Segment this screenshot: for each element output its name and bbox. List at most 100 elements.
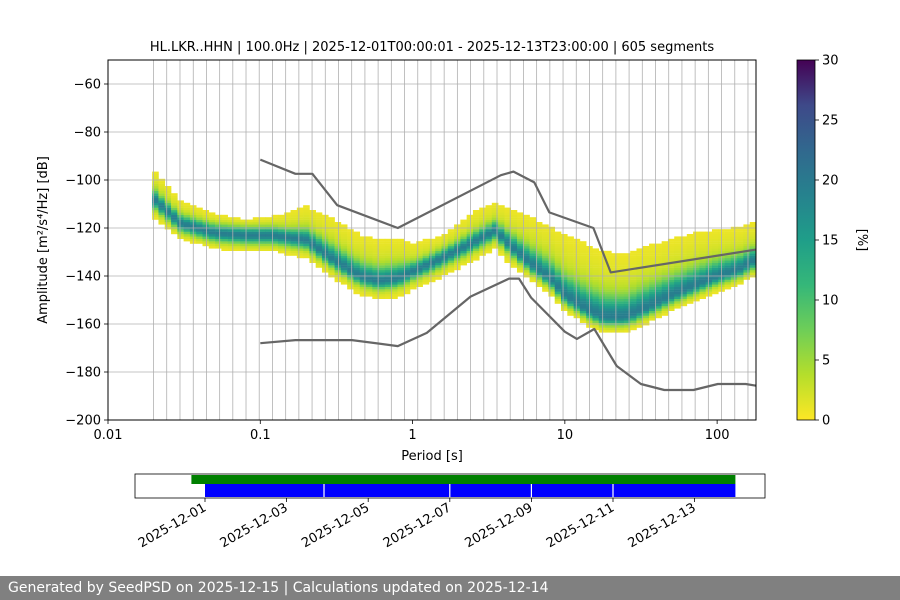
heatmap-cell [693, 241, 700, 244]
heatmap-cell [661, 289, 669, 292]
heatmap-cell [472, 231, 480, 235]
heatmap-cell [636, 255, 644, 259]
heatmap-cell [284, 250, 291, 254]
heatmap-cell [516, 248, 524, 251]
heatmap-cell [152, 210, 159, 213]
heatmap-cell [661, 301, 669, 304]
heatmap-cell [504, 212, 511, 215]
heatmap-cell [479, 241, 486, 244]
heatmap-cell [617, 255, 625, 259]
heatmap-cell [661, 284, 669, 287]
heatmap-cell [743, 241, 751, 244]
heatmap-cell [573, 286, 581, 290]
heatmap-cell [334, 231, 342, 235]
heatmap-cell [705, 248, 713, 251]
heatmap-cell [548, 286, 556, 290]
heatmap-cell [743, 272, 751, 275]
heatmap-cell [309, 212, 317, 215]
heatmap-cell [460, 262, 467, 266]
heatmap-cell [208, 212, 216, 215]
heatmap-cell [391, 243, 398, 247]
heatmap-cell [391, 289, 398, 292]
heatmap-cell [504, 224, 511, 227]
heatmap-cell [605, 303, 612, 307]
heatmap-cell [208, 214, 216, 218]
heatmap-cell [372, 246, 379, 249]
heatmap-cell [158, 198, 166, 201]
heatmap-cell [183, 238, 191, 242]
heatmap-cell [296, 222, 304, 225]
heatmap-cell [485, 250, 493, 254]
heatmap-cell [177, 200, 184, 203]
heatmap-cell [630, 250, 637, 254]
heatmap-cell [334, 277, 342, 280]
heatmap-cell [655, 296, 662, 299]
heatmap-cell [227, 246, 235, 249]
heatmap-cell [516, 219, 524, 223]
heatmap-cell [699, 289, 706, 292]
heatmap-cell [296, 243, 304, 247]
heatmap-cell [724, 234, 732, 237]
heatmap-cell [623, 301, 631, 304]
heatmap-cell [573, 298, 581, 302]
data-availability-bar [205, 484, 736, 497]
heatmap-cell [353, 260, 361, 263]
heatmap-cell [259, 224, 266, 227]
heatmap-cell [171, 219, 178, 223]
heatmap-cell [680, 246, 688, 249]
heatmap-cell [391, 258, 398, 261]
heatmap-cell [680, 272, 688, 275]
heatmap-cell [705, 270, 713, 273]
heatmap-cell [504, 238, 511, 242]
heatmap-cell [435, 258, 442, 261]
heatmap-cell [353, 243, 361, 247]
heatmap-cell [347, 277, 354, 280]
heatmap-cell [215, 222, 222, 225]
heatmap-cell [340, 282, 348, 285]
heatmap-cell [554, 260, 562, 263]
heatmap-cell [510, 241, 518, 244]
heatmap-cell [548, 236, 556, 239]
heatmap-cell [611, 262, 618, 266]
heatmap-cell [303, 205, 310, 208]
heatmap-cell [667, 246, 675, 249]
heatmap-cell [623, 262, 631, 266]
heatmap-cell [649, 272, 656, 275]
heatmap-cell [516, 260, 524, 263]
heatmap-cell [630, 296, 637, 299]
heatmap-cell [265, 236, 272, 239]
heatmap-cell [573, 313, 581, 316]
heatmap-cell [422, 260, 430, 263]
heatmap-cell [561, 296, 568, 299]
heatmap-cell [711, 289, 719, 292]
heatmap-cell [523, 255, 530, 259]
y-tick-label: −60 [74, 78, 101, 93]
heatmap-cell [743, 243, 751, 247]
heatmap-cell [296, 207, 304, 211]
heatmap-cell [617, 262, 625, 266]
heatmap-cell [466, 258, 474, 261]
heatmap-cell [579, 265, 587, 268]
heatmap-cell [686, 291, 694, 295]
heatmap-cell [221, 248, 228, 251]
heatmap-cell [208, 238, 216, 242]
heatmap-cell [328, 246, 335, 249]
colorbar-tick-label: 10 [822, 294, 839, 309]
heatmap-cell [472, 212, 480, 215]
heatmap-cell [183, 210, 191, 213]
heatmap-cell [554, 291, 562, 295]
heatmap-cell [642, 313, 650, 316]
heatmap-cell [491, 207, 499, 211]
heatmap-cell [259, 241, 266, 244]
heatmap-cell [542, 277, 549, 280]
heatmap-cell [391, 291, 398, 295]
heatmap-cell [554, 250, 562, 254]
heatmap-cell [667, 296, 675, 299]
heatmap-cell [661, 298, 669, 302]
heatmap-cell [535, 236, 543, 239]
y-axis-label: Amplitude [m²/s⁴/Hz] [dB] [36, 156, 51, 324]
heatmap-cell [711, 262, 719, 266]
heatmap-cell [592, 313, 600, 316]
timeline-date-label: 2025-12-01 [136, 500, 209, 551]
heatmap-cell [441, 238, 449, 242]
